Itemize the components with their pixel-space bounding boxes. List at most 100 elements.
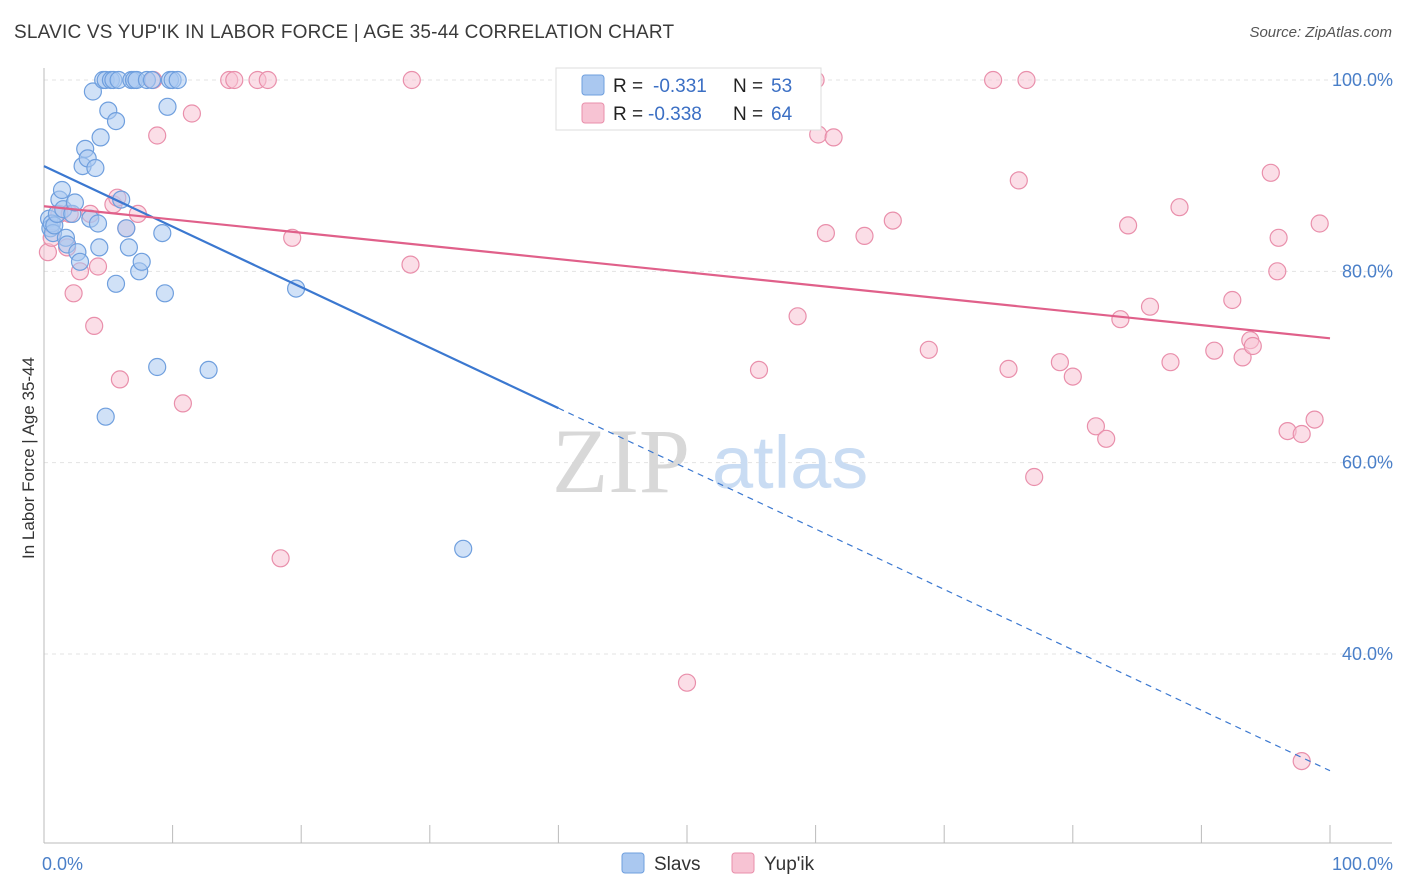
legend-r-value-yupik: -0.338 — [648, 104, 702, 125]
y-tick-label: 100.0% — [1332, 70, 1393, 90]
watermark-atlas: atlas — [712, 421, 868, 504]
legend-n-value-slavs: 53 — [771, 76, 792, 97]
chart-title: SLAVIC VS YUP'IK IN LABOR FORCE | AGE 35… — [14, 22, 675, 43]
legend-r-label-yupik: R = — [613, 104, 643, 125]
yupik-point — [1050, 353, 1070, 372]
bottom-legend-swatch-yupik — [731, 852, 755, 874]
bottom-legend-label-slavs: Slavs — [654, 854, 700, 875]
yupik-point — [1111, 310, 1130, 329]
yupik-point — [173, 394, 192, 413]
yupik-point — [283, 228, 302, 247]
slavs-point — [153, 224, 172, 243]
legend-n-label-yupik: N = — [733, 104, 763, 125]
slavs-point — [155, 284, 174, 303]
slavs-point — [106, 111, 126, 131]
slavs-points — [39, 70, 473, 558]
legend-n-value-yupik: 64 — [771, 104, 793, 125]
slavs-point — [158, 97, 177, 116]
x-tick-label: 100.0% — [1332, 854, 1393, 874]
yupik-point — [824, 128, 843, 147]
axes — [43, 68, 1392, 844]
yupik-point — [816, 224, 836, 243]
yupik-point — [1161, 353, 1180, 372]
slavs-point — [148, 357, 167, 377]
slavs-point — [90, 238, 109, 257]
yupik-point — [271, 549, 290, 568]
slavs-point — [132, 252, 151, 271]
slavs-point — [88, 214, 108, 233]
legend-swatch-slavs — [581, 74, 605, 96]
slavs-point — [91, 128, 110, 147]
slavs-point — [106, 274, 126, 293]
slavs-point — [199, 360, 218, 379]
slavs-point — [142, 70, 162, 90]
slavs-point — [168, 70, 187, 90]
yupik-point — [402, 70, 421, 90]
yupik-point — [1118, 216, 1138, 235]
yupik-point — [64, 284, 83, 303]
yupik-trend-line — [43, 205, 1331, 340]
yupik-point — [148, 126, 167, 145]
slavs-point — [52, 180, 72, 200]
y-tick-label: 80.0% — [1342, 261, 1393, 281]
slavs-point — [119, 238, 138, 257]
yupik-point — [1268, 262, 1287, 281]
yupik-point — [1017, 70, 1036, 90]
slavs-point — [454, 539, 473, 558]
y-tick-label: 40.0% — [1342, 644, 1393, 664]
gridlines — [44, 79, 1392, 655]
yupik-point — [88, 257, 108, 276]
yupik-point — [1205, 341, 1224, 360]
yupik-point — [999, 359, 1018, 378]
slavs-point — [70, 252, 90, 271]
slavs-trend-line — [43, 165, 559, 410]
yupik-point — [1269, 228, 1288, 247]
slavs-point — [117, 219, 136, 238]
slavs-point — [86, 158, 105, 178]
source-credit: Source: ZipAtlas.com — [1249, 24, 1392, 41]
yupik-point — [1243, 336, 1262, 356]
axis-ticks: 40.0% 60.0% 80.0% 100.0% 0.0% 100.0% — [42, 70, 1393, 874]
yupik-point — [1233, 348, 1252, 367]
yupik-point — [677, 673, 697, 692]
yupik-point — [749, 360, 769, 379]
legend-r-value-slavs: -0.331 — [653, 76, 707, 97]
yupik-point — [225, 70, 244, 90]
yupik-point — [1025, 467, 1044, 487]
slavs-point — [96, 407, 115, 426]
yupik-point — [1009, 171, 1028, 190]
trend-lines — [43, 165, 1331, 772]
series-legend: Slavs Yup'ik — [621, 852, 815, 875]
x-tick-label: 0.0% — [42, 854, 83, 874]
yupik-point — [919, 340, 938, 359]
yupik-point — [110, 370, 130, 389]
yupik-point — [1086, 417, 1106, 436]
yupik-point — [788, 307, 807, 326]
yupik-point — [1261, 163, 1280, 182]
yupik-point — [883, 211, 902, 230]
y-tick-label: 60.0% — [1342, 453, 1393, 473]
slavs-point — [83, 82, 103, 101]
yupik-point — [1063, 367, 1082, 386]
yupik-point — [85, 316, 104, 335]
yupik-point — [1170, 198, 1189, 217]
legend-n-label-slavs: N = — [733, 76, 763, 97]
yupik-point — [1097, 429, 1116, 448]
legend-swatch-yupik — [581, 102, 605, 124]
yupik-point — [258, 70, 277, 90]
yupik-point — [1140, 297, 1160, 316]
yupik-point — [983, 70, 1003, 90]
yupik-point — [1310, 214, 1329, 233]
yupik-point — [182, 104, 201, 123]
bottom-legend-swatch-slavs — [621, 852, 645, 874]
stats-legend: R = -0.331 N = 53 R = -0.338 N = 64 — [555, 67, 822, 131]
yupik-point — [401, 255, 420, 274]
yupik-point — [855, 226, 874, 245]
yupik-point — [1292, 424, 1311, 444]
legend-r-label-slavs: R = — [613, 76, 643, 97]
yupik-point — [1305, 410, 1324, 429]
bottom-legend-label-yupik: Yup'ik — [764, 854, 815, 875]
y-axis-label: In Labor Force | Age 35-44 — [19, 357, 38, 559]
yupik-point — [1223, 290, 1242, 310]
